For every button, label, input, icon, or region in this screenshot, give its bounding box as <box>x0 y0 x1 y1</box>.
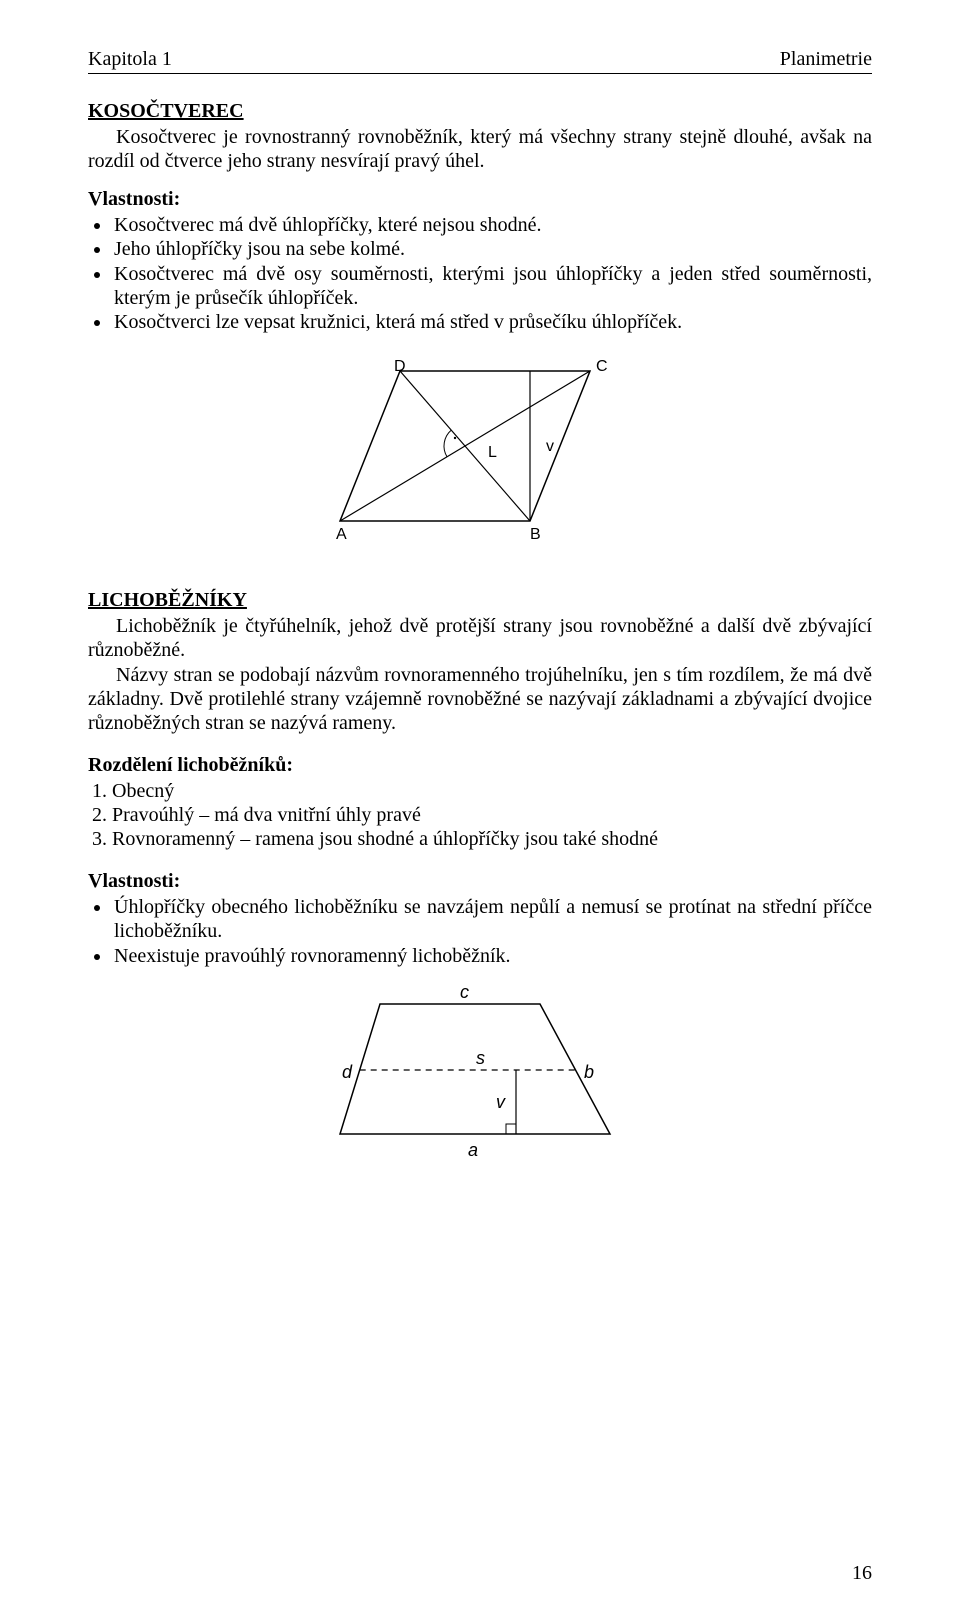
section2-props-label: Vlastnosti: <box>88 870 872 893</box>
section2-type-list: Obecný Pravoúhlý – má dva vnitřní úhly p… <box>88 779 872 852</box>
svg-text:C: C <box>596 358 608 375</box>
svg-text:s: s <box>476 1048 485 1068</box>
header-left: Kapitola 1 <box>88 48 172 71</box>
list-item: Jeho úhlopříčky jsou na sebe kolmé. <box>112 237 872 261</box>
svg-text:v: v <box>546 438 554 455</box>
section1-title: KOSOČTVEREC <box>88 100 872 123</box>
section2-para2: Názvy stran se podobají názvům rovnorame… <box>88 663 872 736</box>
page: Kapitola 1 Planimetrie KOSOČTVEREC Kosoč… <box>0 0 960 1613</box>
trapezoid-diagram: a b c d s v <box>320 986 640 1176</box>
section2-props-list: Úhlopříčky obecného lichoběžníku se navz… <box>88 895 872 968</box>
list-item: Kosočtverec má dvě osy souměrnosti, kter… <box>112 262 872 311</box>
list-item: Kosočtverec má dvě úhlopříčky, které nej… <box>112 213 872 237</box>
svg-text:v: v <box>496 1092 506 1112</box>
list-item: Pravoúhlý – má dva vnitřní úhly pravé <box>112 803 872 827</box>
header-right: Planimetrie <box>780 48 872 71</box>
svg-text:c: c <box>460 986 469 1002</box>
svg-text:D: D <box>394 358 406 375</box>
section1-props-label: Vlastnosti: <box>88 188 872 211</box>
section1-props-list: Kosočtverec má dvě úhlopříčky, které nej… <box>88 213 872 335</box>
section2-para1: Lichoběžník je čtyřúhelník, jehož dvě pr… <box>88 614 872 663</box>
figure2-wrap: a b c d s v <box>88 986 872 1176</box>
list-item: Neexistuje pravoúhlý rovnoramenný lichob… <box>112 944 872 968</box>
list-item: Rovnoramenný – ramena jsou shodné a úhlo… <box>112 827 872 851</box>
section2-title: LICHOBĚŽNÍKY <box>88 589 872 612</box>
section2-list-label: Rozdělení lichoběžníků: <box>88 754 872 777</box>
svg-text:L: L <box>488 444 497 461</box>
page-header: Kapitola 1 Planimetrie <box>88 48 872 74</box>
svg-text:A: A <box>336 526 347 543</box>
rhombus-diagram: A B C D Lv <box>330 353 630 553</box>
section1-intro: Kosočtverec je rovnostranný rovnoběžník,… <box>88 125 872 174</box>
page-number: 16 <box>852 1562 872 1585</box>
svg-text:B: B <box>530 526 541 543</box>
list-item: Kosočtverci lze vepsat kružnici, která m… <box>112 310 872 334</box>
svg-text:d: d <box>342 1062 353 1082</box>
list-item: Obecný <box>112 779 872 803</box>
svg-text:a: a <box>468 1140 478 1160</box>
svg-text:b: b <box>584 1062 594 1082</box>
figure1-wrap: A B C D Lv <box>88 353 872 553</box>
list-item: Úhlopříčky obecného lichoběžníku se navz… <box>112 895 872 944</box>
